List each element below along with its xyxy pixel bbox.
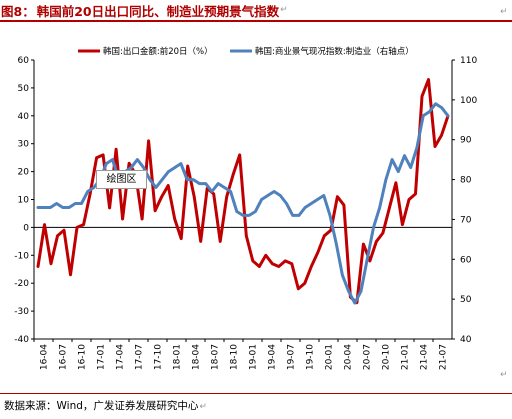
right-y-tick-label: 40	[460, 335, 472, 345]
right-y-tick-label: 90	[460, 136, 472, 146]
left-y-tick-label: 10	[18, 196, 30, 206]
source-note: 数据来源：Wind，广发证券发展研究中心↵	[0, 393, 512, 418]
x-tick-label: 21-07	[439, 344, 449, 370]
legend-export-label: 韩国:出口金额:前20日（%）	[103, 46, 213, 57]
source-paragraph-mark-icon: ↵	[199, 402, 207, 412]
left-y-tick-label: 50	[18, 84, 30, 94]
figure-title-text: 韩国前20日出口同比、制造业预期景气指数	[36, 3, 280, 19]
right-y-tick-label: 100	[460, 96, 477, 106]
x-tick-label: 17-10	[154, 344, 164, 370]
figure-label: 图8：	[1, 3, 35, 19]
right-y-tick-label: 70	[460, 215, 472, 225]
x-tick-label: 16-10	[78, 344, 88, 370]
source-text: 数据来源：Wind，广发证券发展研究中心	[4, 400, 199, 412]
x-tick-label: 16-07	[59, 344, 69, 370]
series-bsi-line	[36, 102, 450, 305]
x-tick-label: 20-10	[382, 344, 392, 370]
left-y-tick-label: 0	[23, 223, 29, 233]
x-tick-label: 17-07	[135, 344, 145, 370]
x-tick-label: 19-01	[249, 344, 259, 370]
x-tick-label: 21-01	[401, 344, 411, 370]
x-tick-label: 19-10	[306, 344, 316, 370]
left-y-tick-label: -20	[14, 279, 29, 289]
corner-paragraph-mark-icon: ↵	[500, 7, 508, 17]
left-y-tick-label: 40	[18, 112, 30, 122]
left-y-tick-label: 20	[18, 168, 30, 178]
left-y-tick-label: 30	[18, 140, 30, 150]
x-tick-label: 20-07	[363, 344, 373, 370]
figure-title: 图8： 韩国前20日出口同比、制造业预期景气指数 ↵	[0, 0, 512, 22]
left-y-tick-label: -30	[14, 307, 29, 317]
plot-area-label[interactable]: 绘图区	[96, 170, 147, 189]
series-export-line	[36, 78, 450, 305]
left-y-tick-label: -40	[14, 335, 29, 345]
x-tick-label: 18-10	[230, 344, 240, 370]
x-tick-label: 20-01	[325, 344, 335, 370]
x-tick-label: 21-04	[420, 344, 430, 370]
legend-bsi-label: 韩国:商业景气现况指数:制造业（右轴点）	[255, 46, 414, 57]
right-y-tick-label: 80	[460, 176, 472, 186]
bottom-corner-paragraph-mark-icon: ↵	[500, 370, 508, 380]
x-tick-label: 18-04	[192, 344, 202, 370]
right-y-tick-label: 110	[460, 56, 477, 66]
right-y-tick-label: 60	[460, 255, 472, 265]
right-y-tick-label: 50	[460, 295, 472, 305]
x-tick-label: 17-01	[97, 344, 107, 370]
left-y-tick-label: -10	[14, 251, 29, 261]
x-tick-label: 18-07	[211, 344, 221, 370]
x-tick-label: 19-07	[287, 344, 297, 370]
left-y-tick-label: 60	[18, 56, 30, 66]
x-tick-label: 20-04	[344, 344, 354, 370]
paragraph-mark-icon: ↵	[280, 5, 288, 15]
x-tick-label: 18-01	[173, 344, 183, 370]
x-tick-label: 16-04	[40, 344, 50, 370]
chart: 6050403020100-10-20-30-40110100908070605…	[14, 46, 477, 370]
x-tick-label: 17-04	[116, 344, 126, 370]
x-tick-label: 19-04	[268, 344, 278, 370]
